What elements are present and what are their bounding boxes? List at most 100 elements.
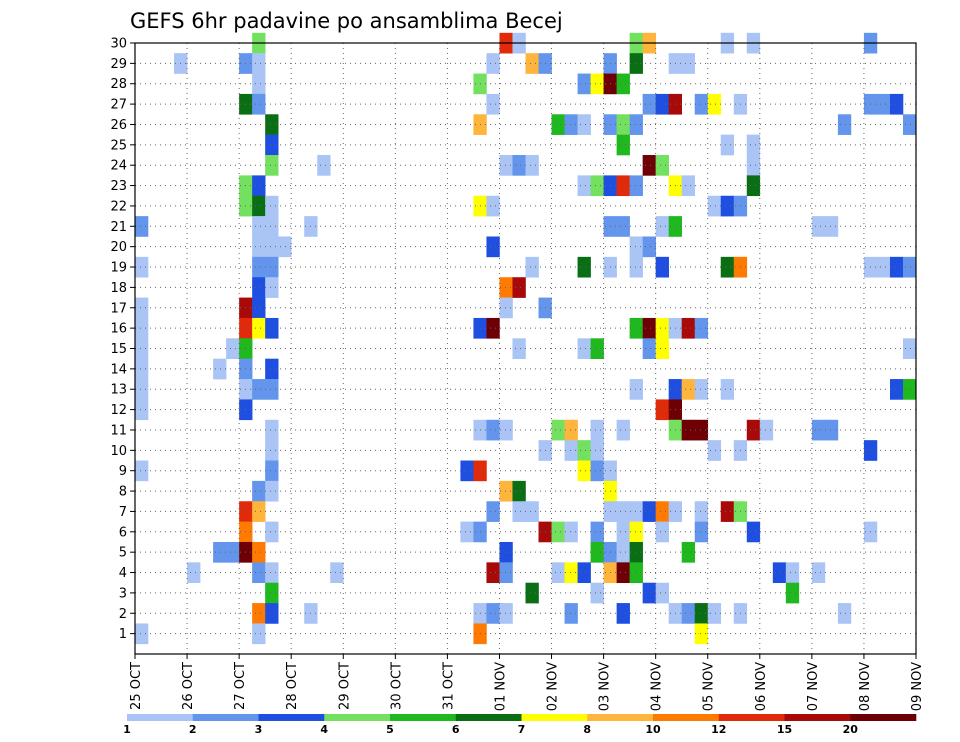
y-tick-label: 7 (119, 505, 127, 520)
x-tick-label: 01 NOV (493, 662, 508, 711)
heatmap-cell (499, 562, 513, 584)
y-axis: 1234567891011121314151617181920212223242… (110, 37, 135, 642)
heatmap-cell (564, 562, 578, 584)
heatmap-cell (642, 317, 656, 339)
heatmap-cell (252, 317, 266, 339)
colorbar-label: 3 (255, 723, 263, 736)
heatmap-cell (616, 562, 630, 584)
heatmap-cell (590, 440, 604, 461)
heatmap-cell (707, 440, 722, 461)
colorbar-label: 2 (189, 723, 197, 736)
y-tick-label: 25 (110, 138, 127, 153)
heatmap-cell (577, 460, 591, 482)
heatmap-cell (746, 155, 761, 176)
heatmap-cell (655, 256, 669, 278)
heatmap-cell (694, 93, 709, 115)
heatmap-cell (499, 277, 513, 298)
heatmap-cell (512, 155, 526, 176)
y-tick-label: 3 (119, 586, 127, 601)
heatmap-cell (213, 541, 227, 563)
heatmap-cell (616, 501, 630, 522)
heatmap-cell (265, 277, 279, 298)
heatmap-cell (525, 155, 539, 176)
heatmap-cell (642, 155, 656, 176)
heatmap-cell (135, 338, 149, 359)
heatmap-cell (265, 480, 279, 502)
heatmap-cell (486, 562, 500, 584)
y-tick-label: 13 (110, 383, 127, 398)
x-tick-label: 25 OCT (129, 662, 144, 710)
heatmap-cell (746, 134, 761, 156)
y-tick-label: 6 (119, 525, 127, 540)
heatmap-cell (655, 317, 669, 339)
heatmap-cell (564, 440, 578, 461)
y-tick-label: 28 (110, 77, 127, 92)
heatmap-cell (265, 236, 279, 258)
heatmap-cell (694, 419, 709, 441)
heatmap-cell (720, 501, 735, 522)
x-tick-label: 28 OCT (285, 662, 300, 710)
heatmap-cell (746, 419, 761, 441)
y-tick-label: 29 (110, 57, 127, 72)
heatmap-cell (616, 419, 630, 441)
x-tick-label: 26 OCT (181, 662, 196, 710)
y-tick-label: 16 (110, 322, 127, 337)
x-axis: 25 OCT 26 OCT 27 OCT 28 OCT 29 OCT 30 OCT 31 O… (129, 654, 925, 711)
heatmap-cell (265, 603, 279, 624)
heatmap-cell (629, 114, 643, 135)
heatmap-cell (252, 53, 266, 74)
heatmap-cell (681, 53, 696, 74)
heatmap-cell (694, 603, 709, 624)
heatmap-cell (902, 379, 917, 400)
heatmap-cell (746, 175, 761, 197)
colorbar-swatch (850, 714, 917, 721)
heatmap-cell (681, 541, 696, 563)
heatmap-cell (577, 338, 591, 359)
x-tick-label: 29 OCT (337, 662, 352, 710)
heatmap-cell (629, 562, 643, 584)
heatmap-cell (577, 440, 591, 461)
heatmap-cell (694, 379, 709, 400)
heatmap-cell (772, 562, 787, 584)
heatmap-cell (135, 297, 149, 319)
heatmap-cell (486, 236, 500, 258)
heatmap-cell (642, 582, 656, 604)
heatmap-cell (590, 338, 604, 359)
y-tick-label: 24 (110, 159, 127, 174)
colorbar-swatch (127, 714, 194, 721)
heatmap-cell (226, 541, 240, 563)
heatmap-cell (252, 562, 266, 584)
heatmap-cell (681, 175, 696, 197)
heatmap-cell (252, 379, 266, 400)
heatmap-cell (694, 521, 709, 543)
heatmap-cell (616, 114, 630, 135)
x-tick-label: 04 NOV (650, 662, 665, 711)
heatmap-cell (551, 419, 565, 441)
heatmap-cell (525, 53, 539, 74)
heatmap-cell (889, 93, 904, 115)
heatmap-cell (655, 338, 669, 359)
heatmap-cell (590, 541, 604, 563)
heatmap-cell (616, 73, 630, 95)
heatmap-cell (265, 460, 279, 482)
heatmap-cell (486, 53, 500, 74)
x-tick-label: 07 NOV (806, 662, 821, 711)
heatmap-cell (694, 317, 709, 339)
heatmap-cell (655, 521, 669, 543)
heatmap-cell (252, 623, 266, 645)
heatmap-cell (460, 521, 474, 543)
heatmap-cell (265, 155, 279, 176)
y-tick-label: 5 (119, 546, 127, 561)
heatmap-cell (330, 562, 344, 584)
colorbar-label: 12 (711, 723, 726, 736)
colorbar-label: 10 (645, 723, 661, 736)
heatmap-cell (590, 460, 604, 482)
y-tick-label: 17 (110, 301, 127, 316)
x-tick-label: 31 OCT (441, 662, 456, 710)
x-tick-label: 02 NOV (546, 662, 561, 711)
heatmap-cell (486, 501, 500, 522)
heatmap-cell (135, 256, 149, 278)
heatmap-cell (889, 379, 904, 400)
heatmap-cell (512, 277, 526, 298)
heatmap-cell (252, 93, 266, 115)
